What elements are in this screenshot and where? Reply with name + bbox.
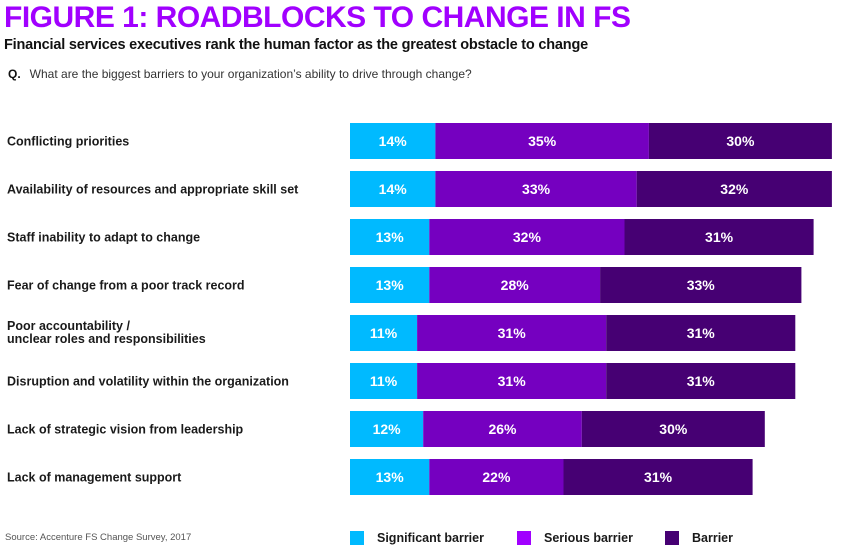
- bar-segment-serious-barrier: [429, 219, 625, 255]
- bar-segment-significant-barrier: [350, 459, 430, 495]
- legend-swatch-barrier: [665, 531, 679, 545]
- data-label-significant-barrier: 13%: [376, 277, 405, 293]
- bar-segment-serious-barrier: [417, 363, 607, 399]
- legend-label-serious: Serious barrier: [544, 531, 633, 545]
- legend-item-significant: Significant barrier: [350, 531, 484, 545]
- bar-segment-serious-barrier: [429, 459, 564, 495]
- data-label-significant-barrier: 12%: [373, 421, 402, 437]
- legend-swatch-significant: [350, 531, 364, 545]
- data-label-serious-barrier: 31%: [498, 373, 527, 389]
- data-label-serious-barrier: 33%: [522, 181, 551, 197]
- bar-segment-significant-barrier: [350, 363, 418, 399]
- data-label-serious-barrier: 31%: [498, 325, 527, 341]
- data-label-barrier: 31%: [705, 229, 734, 245]
- bar-segment-significant-barrier: [350, 315, 418, 351]
- bar-segment-barrier: [600, 267, 802, 303]
- bar-segment-significant-barrier: [350, 171, 436, 207]
- bar-segment-significant-barrier: [350, 219, 430, 255]
- legend-label-barrier: Barrier: [692, 531, 733, 545]
- bar-segment-significant-barrier: [350, 411, 424, 447]
- question-text: What are the biggest barriers to your or…: [29, 67, 472, 81]
- data-label-serious-barrier: 35%: [528, 133, 557, 149]
- legend-item-barrier: Barrier: [665, 531, 733, 545]
- data-label-significant-barrier: 11%: [370, 325, 398, 341]
- bar-segment-barrier: [624, 219, 814, 255]
- question-marker: Q.: [8, 67, 21, 81]
- bar-segment-serious-barrier: [435, 171, 637, 207]
- data-label-serious-barrier: 26%: [488, 421, 517, 437]
- data-label-barrier: 31%: [687, 373, 716, 389]
- survey-question: Q. What are the biggest barriers to your …: [8, 66, 472, 82]
- data-label-barrier: 32%: [720, 181, 749, 197]
- category-label: Disruption and volatility within the org…: [7, 375, 289, 389]
- data-label-serious-barrier: 32%: [513, 229, 542, 245]
- data-label-barrier: 31%: [644, 469, 673, 485]
- category-label-line: unclear roles and responsibilities: [7, 332, 206, 346]
- data-label-serious-barrier: 28%: [501, 277, 530, 293]
- bar-segment-significant-barrier: [350, 267, 430, 303]
- data-label-significant-barrier: 14%: [379, 133, 408, 149]
- data-label-barrier: 33%: [687, 277, 716, 293]
- legend-label-significant: Significant barrier: [377, 531, 484, 545]
- category-label: Fear of change from a poor track record: [7, 279, 245, 293]
- category-label: Lack of management support: [7, 471, 182, 485]
- data-label-barrier: 31%: [687, 325, 716, 341]
- legend-swatch-serious: [517, 531, 531, 545]
- data-label-significant-barrier: 14%: [379, 181, 408, 197]
- category-label: Lack of strategic vision from leadership: [7, 423, 244, 437]
- stacked-bar-chart: Conflicting priorities 14% 35% 30% Availabil…: [7, 123, 832, 495]
- bar-segment-serious-barrier: [417, 315, 607, 351]
- bar-segment-serious-barrier: [435, 123, 649, 159]
- legend-item-serious: Serious barrier: [517, 531, 633, 545]
- category-label: Conflicting priorities: [7, 135, 129, 149]
- bar-segment-barrier: [606, 315, 796, 351]
- source-note: Source: Accenture FS Change Survey, 2017: [5, 532, 192, 543]
- data-label-significant-barrier: 11%: [370, 373, 398, 389]
- category-label-line: Poor accountability /: [7, 319, 130, 333]
- data-label-barrier: 30%: [726, 133, 755, 149]
- bar-segment-barrier: [636, 171, 832, 207]
- data-label-barrier: 30%: [659, 421, 688, 437]
- bar-segment-barrier: [606, 363, 796, 399]
- figure-subtitle: Financial services executives rank the h…: [4, 37, 588, 53]
- bar-segment-serious-barrier: [429, 267, 601, 303]
- bar-segment-barrier: [563, 459, 753, 495]
- bar-segment-serious-barrier: [423, 411, 582, 447]
- data-label-significant-barrier: 13%: [376, 229, 405, 245]
- data-label-serious-barrier: 22%: [482, 469, 511, 485]
- bar-segment-significant-barrier: [350, 123, 436, 159]
- category-label: Staff inability to adapt to change: [7, 231, 200, 245]
- data-label-significant-barrier: 13%: [376, 469, 405, 485]
- category-label: Poor accountability / unclear roles and r…: [7, 319, 206, 346]
- bar-segment-barrier: [648, 123, 832, 159]
- figure-title: FIGURE 1: ROADBLOCKS TO CHANGE IN FS: [4, 1, 631, 34]
- bar-segment-barrier: [581, 411, 765, 447]
- category-label: Availability of resources and appropriat…: [7, 183, 299, 197]
